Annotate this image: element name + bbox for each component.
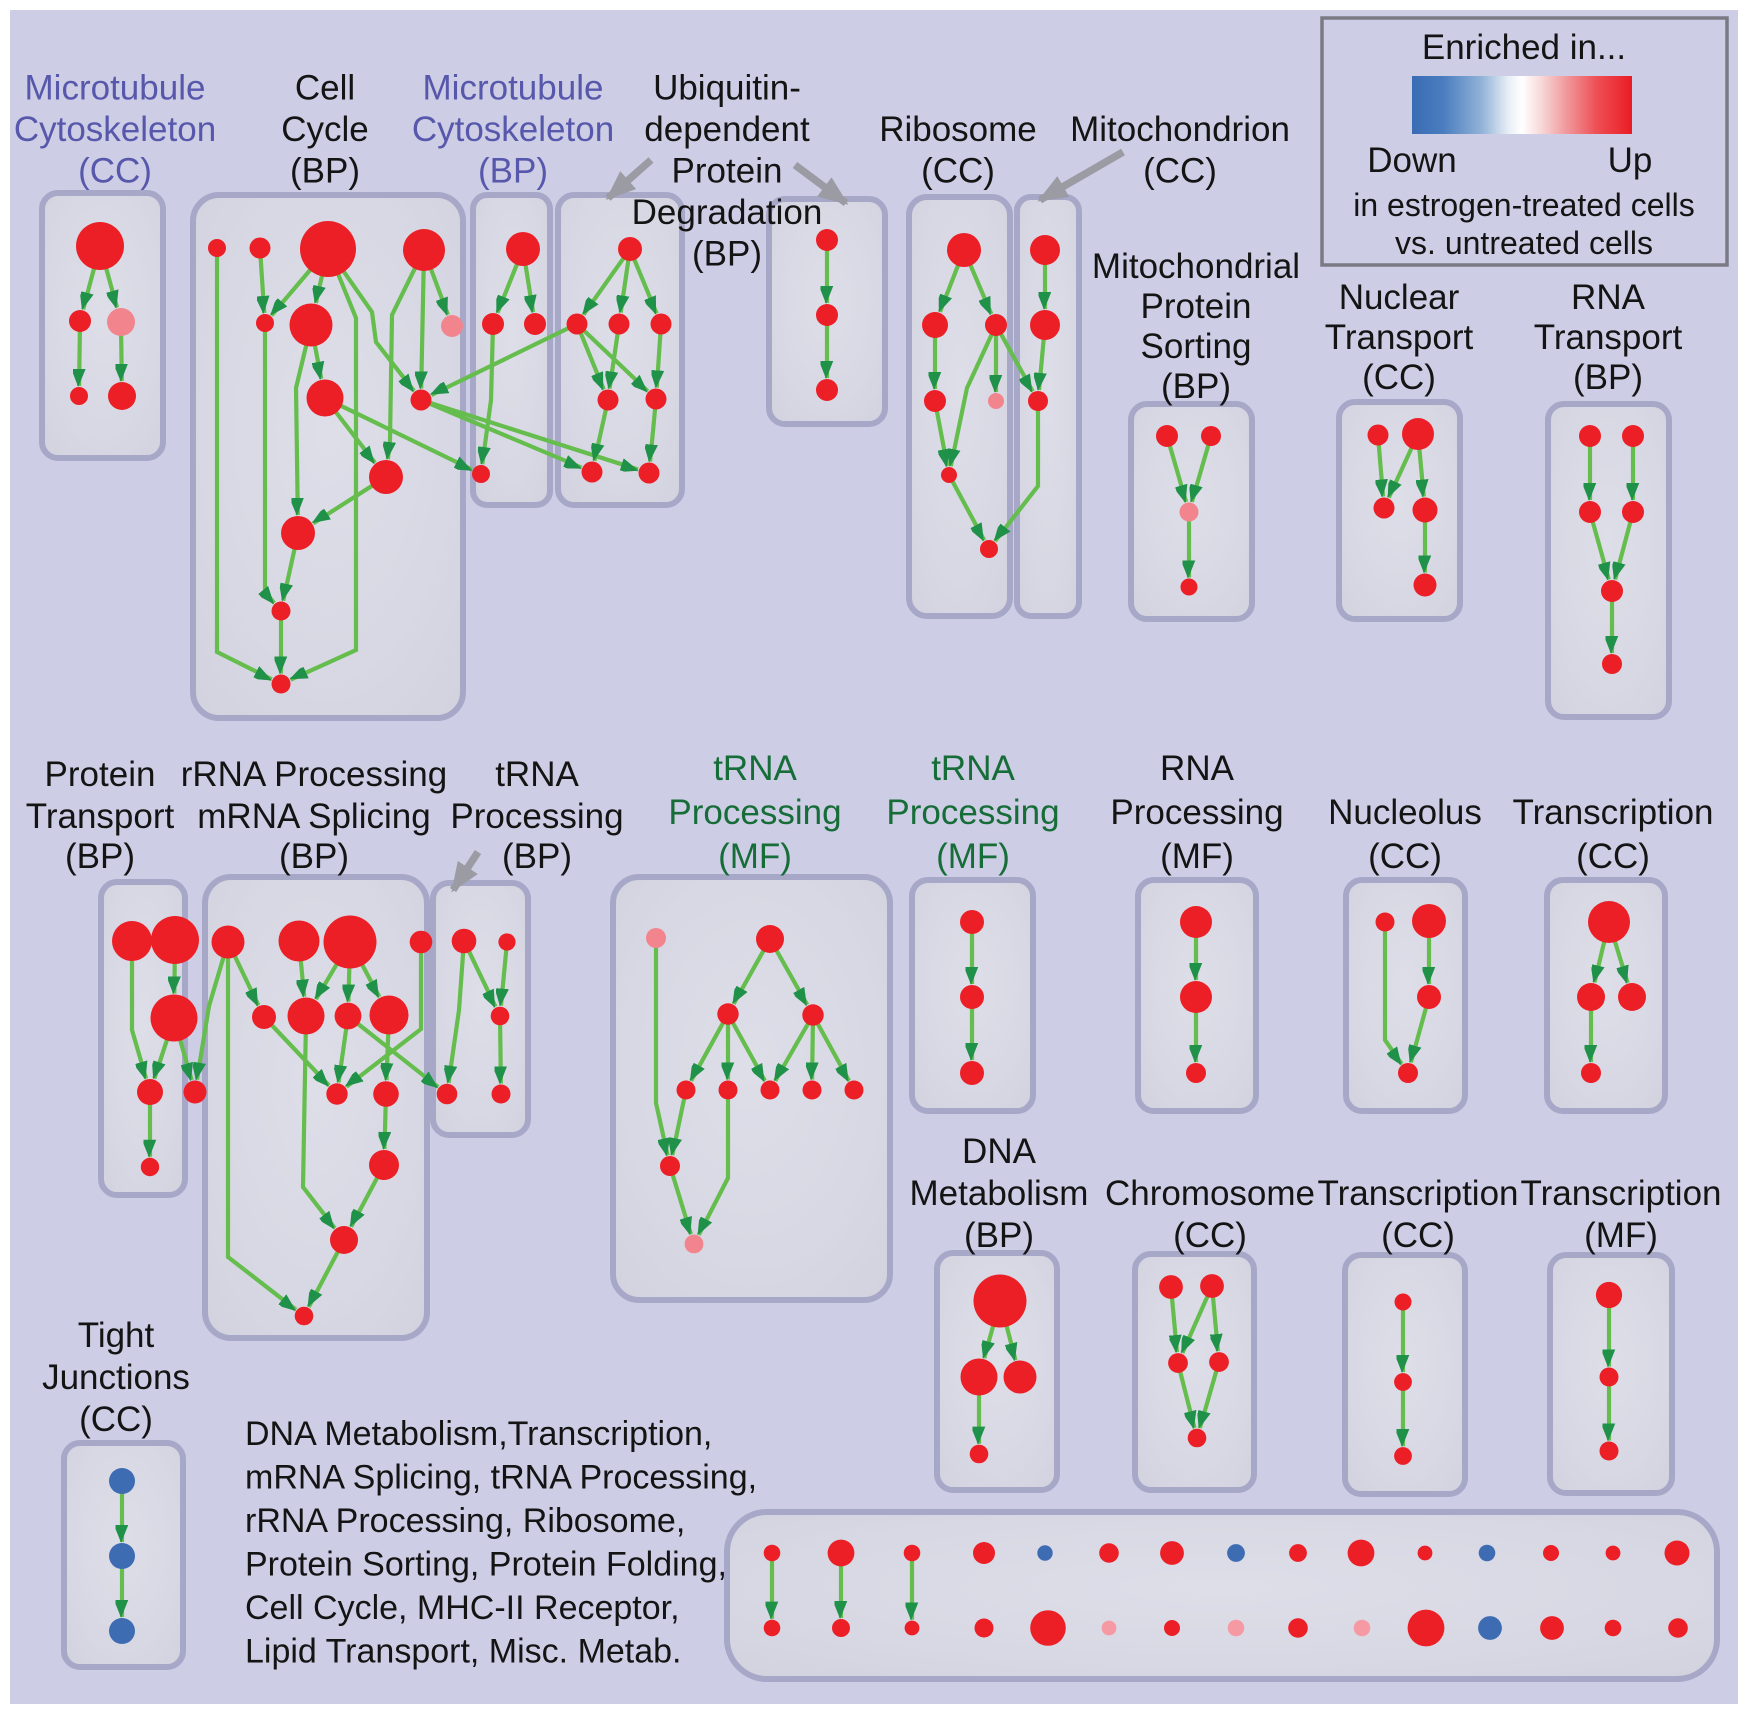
svg-text:Tight: Tight (78, 1316, 155, 1355)
svg-text:mRNA Splicing, tRNA Processing: mRNA Splicing, tRNA Processing, (245, 1459, 757, 1497)
svg-text:DNA: DNA (962, 1132, 1037, 1171)
svg-text:(MF): (MF) (1160, 837, 1234, 876)
svg-text:Nucleolus: Nucleolus (1328, 793, 1482, 832)
svg-text:(BP): (BP) (1573, 358, 1643, 397)
svg-text:(BP): (BP) (502, 837, 572, 876)
svg-text:(CC): (CC) (78, 152, 152, 191)
svg-text:tRNA: tRNA (713, 749, 797, 788)
svg-text:Cytoskeleton: Cytoskeleton (14, 110, 216, 149)
svg-text:Ubiquitin-: Ubiquitin- (653, 69, 801, 108)
svg-text:rRNA Processing, Ribosome,: rRNA Processing, Ribosome, (245, 1502, 685, 1540)
svg-text:(CC): (CC) (1576, 837, 1650, 876)
svg-text:in estrogen-treated cells: in estrogen-treated cells (1353, 187, 1695, 223)
svg-text:Microtubule: Microtubule (423, 69, 604, 108)
svg-text:(CC): (CC) (1368, 837, 1442, 876)
svg-text:Protein Sorting, Protein Foldi: Protein Sorting, Protein Folding, (245, 1546, 727, 1584)
svg-text:tRNA: tRNA (495, 755, 579, 794)
svg-text:vs. untreated cells: vs. untreated cells (1395, 225, 1653, 261)
svg-text:Protein: Protein (672, 152, 783, 191)
svg-text:DNA Metabolism,Transcription,: DNA Metabolism,Transcription, (245, 1415, 712, 1453)
svg-text:Cell Cycle, MHC-II Receptor,: Cell Cycle, MHC-II Receptor, (245, 1589, 680, 1627)
svg-text:(BP): (BP) (65, 837, 135, 876)
svg-text:(MF): (MF) (936, 837, 1010, 876)
svg-text:mRNA Splicing: mRNA Splicing (197, 797, 430, 836)
svg-text:(CC): (CC) (1381, 1216, 1455, 1255)
svg-text:Junctions: Junctions (42, 1358, 190, 1397)
svg-text:Transcription: Transcription (1521, 1174, 1722, 1213)
svg-text:RNA: RNA (1571, 278, 1646, 317)
svg-text:(CC): (CC) (1143, 152, 1217, 191)
svg-text:Up: Up (1608, 141, 1653, 180)
svg-text:(CC): (CC) (921, 152, 995, 191)
svg-text:(MF): (MF) (1584, 1216, 1658, 1255)
svg-text:(BP): (BP) (478, 152, 548, 191)
svg-text:Processing: Processing (1110, 793, 1283, 832)
svg-text:tRNA: tRNA (931, 749, 1015, 788)
svg-text:Cell: Cell (295, 69, 355, 108)
svg-text:Transport: Transport (26, 797, 175, 836)
svg-text:(BP): (BP) (290, 152, 360, 191)
svg-text:Protein: Protein (45, 755, 156, 794)
svg-text:Transport: Transport (1325, 318, 1474, 357)
svg-text:Ribosome: Ribosome (879, 110, 1037, 149)
svg-text:(BP): (BP) (279, 837, 349, 876)
svg-text:(BP): (BP) (692, 235, 762, 274)
svg-text:Processing: Processing (668, 793, 841, 832)
svg-text:Protein: Protein (1141, 287, 1252, 326)
svg-text:Degradation: Degradation (632, 193, 823, 232)
svg-text:(CC): (CC) (1173, 1216, 1247, 1255)
svg-text:Down: Down (1367, 141, 1456, 180)
svg-text:(MF): (MF) (718, 837, 792, 876)
svg-text:Chromosome: Chromosome (1105, 1174, 1315, 1213)
svg-text:Enriched in...: Enriched in... (1422, 28, 1626, 67)
svg-text:Mitochondrial: Mitochondrial (1092, 247, 1300, 286)
svg-text:Sorting: Sorting (1141, 327, 1252, 366)
svg-text:Transport: Transport (1534, 318, 1683, 357)
svg-text:Mitochondrion: Mitochondrion (1070, 110, 1290, 149)
svg-text:Microtubule: Microtubule (25, 69, 206, 108)
svg-text:Processing: Processing (886, 793, 1059, 832)
svg-text:Transcription: Transcription (1513, 793, 1714, 832)
svg-text:Metabolism: Metabolism (910, 1174, 1089, 1213)
svg-text:Lipid Transport, Misc. Metab.: Lipid Transport, Misc. Metab. (245, 1633, 682, 1671)
svg-text:Cytoskeleton: Cytoskeleton (412, 110, 614, 149)
svg-text:(BP): (BP) (964, 1216, 1034, 1255)
svg-text:Transcription: Transcription (1318, 1174, 1519, 1213)
svg-text:dependent: dependent (644, 110, 810, 149)
svg-text:(BP): (BP) (1161, 367, 1231, 406)
svg-text:RNA: RNA (1160, 749, 1235, 788)
svg-text:Processing: Processing (450, 797, 623, 836)
svg-text:(CC): (CC) (1362, 358, 1436, 397)
svg-text:rRNA Processing: rRNA Processing (181, 755, 447, 794)
svg-text:Cycle: Cycle (281, 110, 369, 149)
svg-text:(CC): (CC) (79, 1400, 153, 1439)
svg-text:Nuclear: Nuclear (1339, 278, 1460, 317)
